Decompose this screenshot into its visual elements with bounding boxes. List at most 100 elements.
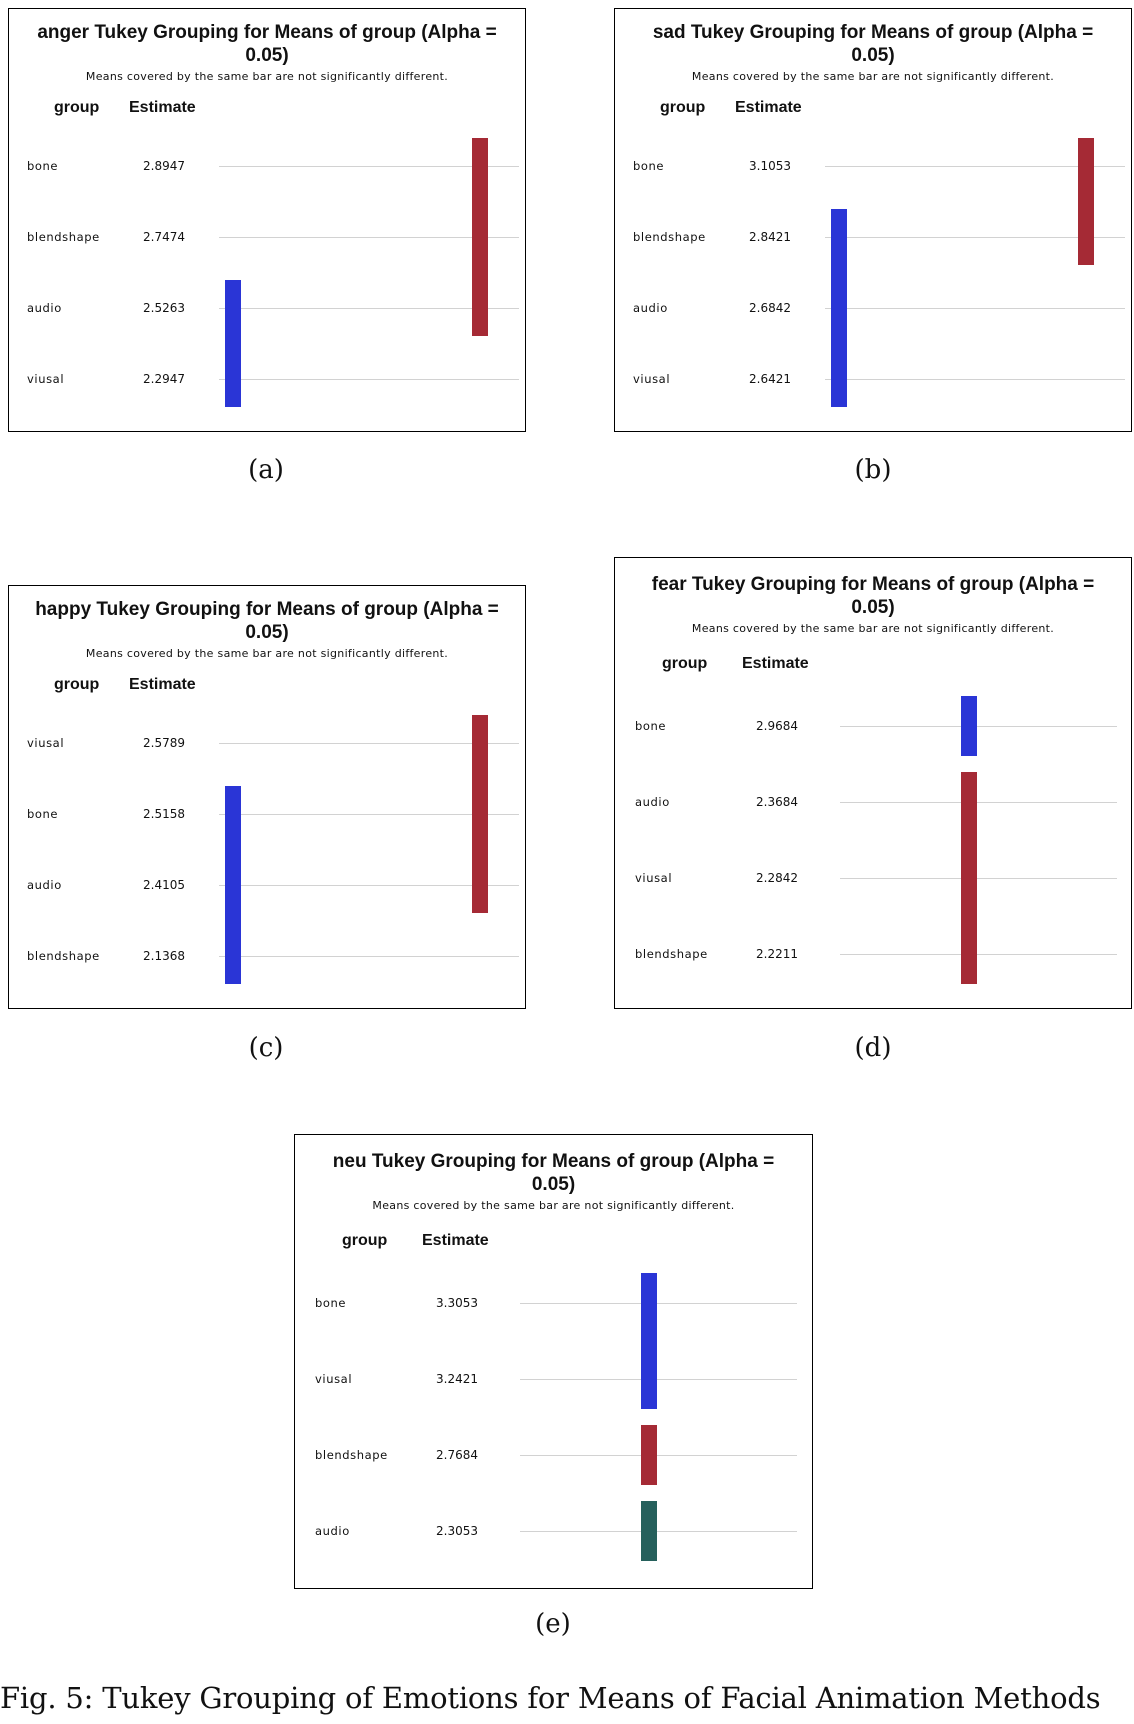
group-label: viusal [635,871,673,885]
group-label: viusal [27,736,65,750]
group-label: audio [633,301,668,315]
grid-line [520,1455,797,1456]
tukey-panel: fear Tukey Grouping for Means of group (… [614,557,1132,1009]
grid-line [520,1531,797,1532]
estimate-value: 2.2947 [143,372,185,386]
subfigure-caption: (e) [535,1609,571,1639]
chart-subtitle: Means covered by the same bar are not si… [691,622,1055,635]
chart-title: happy Tukey Grouping for Means of group … [35,599,499,643]
column-header-estimate: Estimate [129,676,196,693]
column-header-estimate: Estimate [742,655,809,672]
chart-title: sad Tukey Grouping for Means of group (A… [652,22,1094,66]
grid-line [520,1379,797,1380]
grouping-bar [831,209,847,407]
chart-title: fear Tukey Grouping for Means of group (… [651,574,1095,618]
grid-line [825,166,1125,167]
chart-subtitle: Means covered by the same bar are not si… [85,70,449,83]
grouping-bar [641,1425,657,1485]
column-header-group: group [660,99,706,116]
grid-line [825,308,1125,309]
estimate-value: 3.1053 [749,159,791,173]
estimate-value: 2.5789 [143,736,185,750]
grouping-bar [472,138,488,336]
chart-title: neu Tukey Grouping for Means of group (A… [332,1151,775,1195]
grid-line [825,237,1125,238]
subfigure-caption: (d) [854,1033,892,1063]
grouping-bar [225,280,241,407]
grid-line [219,308,519,309]
grid-line [219,166,519,167]
group-label: bone [27,159,59,173]
group-label: audio [635,795,670,809]
grid-line [219,743,519,744]
group-label: bone [27,807,59,821]
group-label: audio [315,1524,350,1538]
estimate-value: 2.3684 [756,795,798,809]
estimate-value: 3.2421 [436,1372,478,1386]
group-label: viusal [315,1372,353,1386]
subfigure-caption: (c) [248,1033,284,1063]
estimate-value: 2.1368 [143,949,185,963]
group-label: blendshape [315,1448,388,1462]
grid-line [825,379,1125,380]
estimate-value: 2.6842 [749,301,791,315]
chart-subtitle: Means covered by the same bar are not si… [372,1199,735,1212]
grid-line [219,379,519,380]
grid-line [520,1303,797,1304]
group-label: viusal [633,372,671,386]
grid-line [219,237,519,238]
estimate-value: 2.7684 [436,1448,478,1462]
estimate-value: 2.6421 [749,372,791,386]
chart-subtitle: Means covered by the same bar are not si… [85,647,449,660]
grid-line [219,814,519,815]
estimate-value: 2.7474 [143,230,185,244]
group-label: bone [633,159,665,173]
estimate-value: 2.2842 [756,871,798,885]
grid-line [840,802,1117,803]
tukey-panel: sad Tukey Grouping for Means of group (A… [614,8,1132,432]
column-header-group: group [54,676,100,693]
group-label: bone [315,1296,347,1310]
group-label: blendshape [27,949,100,963]
grouping-bar [961,772,977,984]
grouping-bar [961,696,977,756]
group-label: audio [27,878,62,892]
column-header-estimate: Estimate [129,99,196,116]
chart-title: anger Tukey Grouping for Means of group … [37,22,497,66]
estimate-value: 3.3053 [436,1296,478,1310]
chart-subtitle: Means covered by the same bar are not si… [691,70,1055,83]
grid-line [219,885,519,886]
estimate-value: 2.2211 [756,947,798,961]
grid-line [219,956,519,957]
estimate-value: 2.3053 [436,1524,478,1538]
grid-line [840,954,1117,955]
tukey-panel: anger Tukey Grouping for Means of group … [8,8,526,432]
grouping-bar [641,1273,657,1409]
figure-caption: Fig. 5: Tukey Grouping of Emotions for M… [0,1681,1101,1715]
estimate-value: 2.4105 [143,878,185,892]
group-label: blendshape [633,230,706,244]
grid-line [840,878,1117,879]
group-label: bone [635,719,667,733]
group-label: audio [27,301,62,315]
grid-line [840,726,1117,727]
column-header-group: group [662,655,708,672]
estimate-value: 2.5263 [143,301,185,315]
column-header-group: group [342,1232,388,1249]
group-label: blendshape [27,230,100,244]
tukey-panel: happy Tukey Grouping for Means of group … [8,585,526,1009]
group-label: blendshape [635,947,708,961]
grouping-bar [1078,138,1094,265]
estimate-value: 2.8421 [749,230,791,244]
grouping-bar [225,786,241,984]
estimate-value: 2.9684 [756,719,798,733]
estimate-value: 2.5158 [143,807,185,821]
column-header-estimate: Estimate [422,1232,489,1249]
column-header-estimate: Estimate [735,99,802,116]
grouping-bar [641,1501,657,1561]
grouping-bar [472,715,488,913]
subfigure-caption: (b) [854,455,892,485]
subfigure-caption: (a) [248,455,284,485]
estimate-value: 2.8947 [143,159,185,173]
column-header-group: group [54,99,100,116]
